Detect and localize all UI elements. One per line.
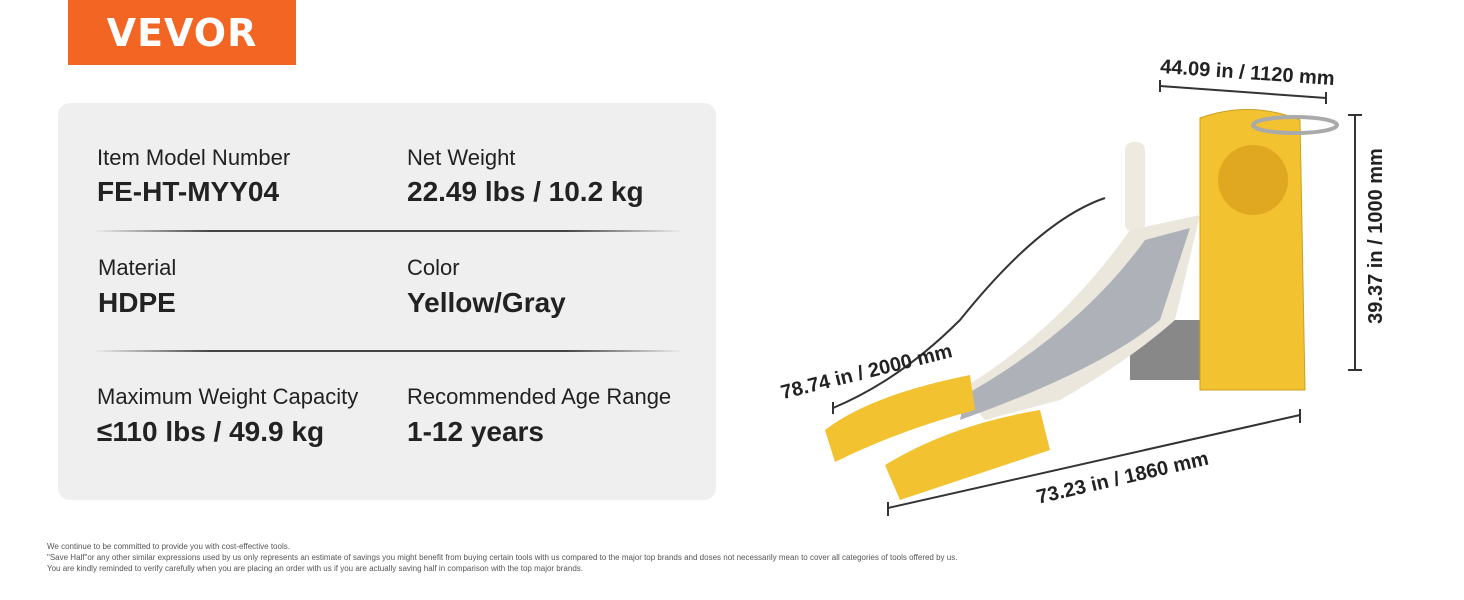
- spec-label: Material: [98, 255, 177, 280]
- footnote: "Save Half"or any other similar expressi…: [47, 553, 958, 562]
- spec-value: HDPE: [98, 287, 176, 318]
- spec-label: Recommended Age Range: [407, 384, 672, 409]
- spec-card: Item Model Number FE-HT-MYY04 Net Weight…: [58, 103, 716, 500]
- spec-label: Item Model Number: [97, 145, 291, 170]
- dimension-lines: [832, 80, 1362, 516]
- spec-value: ≤110 lbs / 49.9 kg: [97, 416, 325, 447]
- slide: [825, 108, 1339, 500]
- dimension-label: 44.09 in / 1120 mm: [1160, 56, 1336, 90]
- dimension-label: 73.23 in / 1860 mm: [1035, 448, 1211, 509]
- spec-value: 22.49 lbs / 10.2 kg: [407, 176, 644, 207]
- spec-value: FE-HT-MYY04: [97, 176, 280, 207]
- spec-value: 1-12 years: [407, 416, 545, 447]
- divider: [93, 350, 683, 352]
- footnote: We continue to be committed to provide y…: [47, 542, 290, 551]
- dimension-label: 39.37 in / 1000 mm: [1365, 148, 1387, 324]
- divider: [93, 230, 683, 232]
- spec-label: Net Weight: [407, 145, 516, 170]
- spec-label: Color: [407, 255, 460, 280]
- spec-label: Maximum Weight Capacity: [97, 384, 359, 409]
- logo: VEVOR: [68, 0, 296, 65]
- spec-value: Yellow/Gray: [407, 287, 566, 318]
- footnote: You are kindly reminded to verify carefu…: [47, 564, 583, 573]
